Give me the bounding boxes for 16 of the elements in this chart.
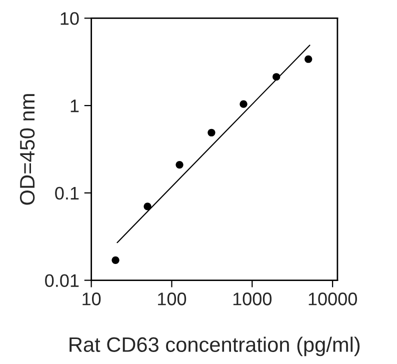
y-tick-label: 1: [70, 100, 79, 112]
point: [144, 202, 152, 210]
x-tick-label: 1000: [233, 292, 272, 306]
point: [304, 55, 312, 63]
x-tick-label: 10000: [308, 292, 357, 306]
point: [208, 128, 216, 136]
x-tick-label: 100: [158, 292, 186, 306]
y-tick-label: 10: [60, 12, 79, 25]
y-tick-label: 0.1: [55, 186, 79, 200]
y-tick-label: 0.01: [45, 274, 79, 287]
point: [112, 256, 120, 264]
x-axis-title: Rat CD63 concentration (pg/ml): [70, 336, 360, 356]
point: [176, 160, 184, 169]
x-tick-label: 10: [82, 292, 101, 306]
y-axis-title: OD=450 nm: [20, 94, 35, 205]
point: [240, 100, 248, 108]
